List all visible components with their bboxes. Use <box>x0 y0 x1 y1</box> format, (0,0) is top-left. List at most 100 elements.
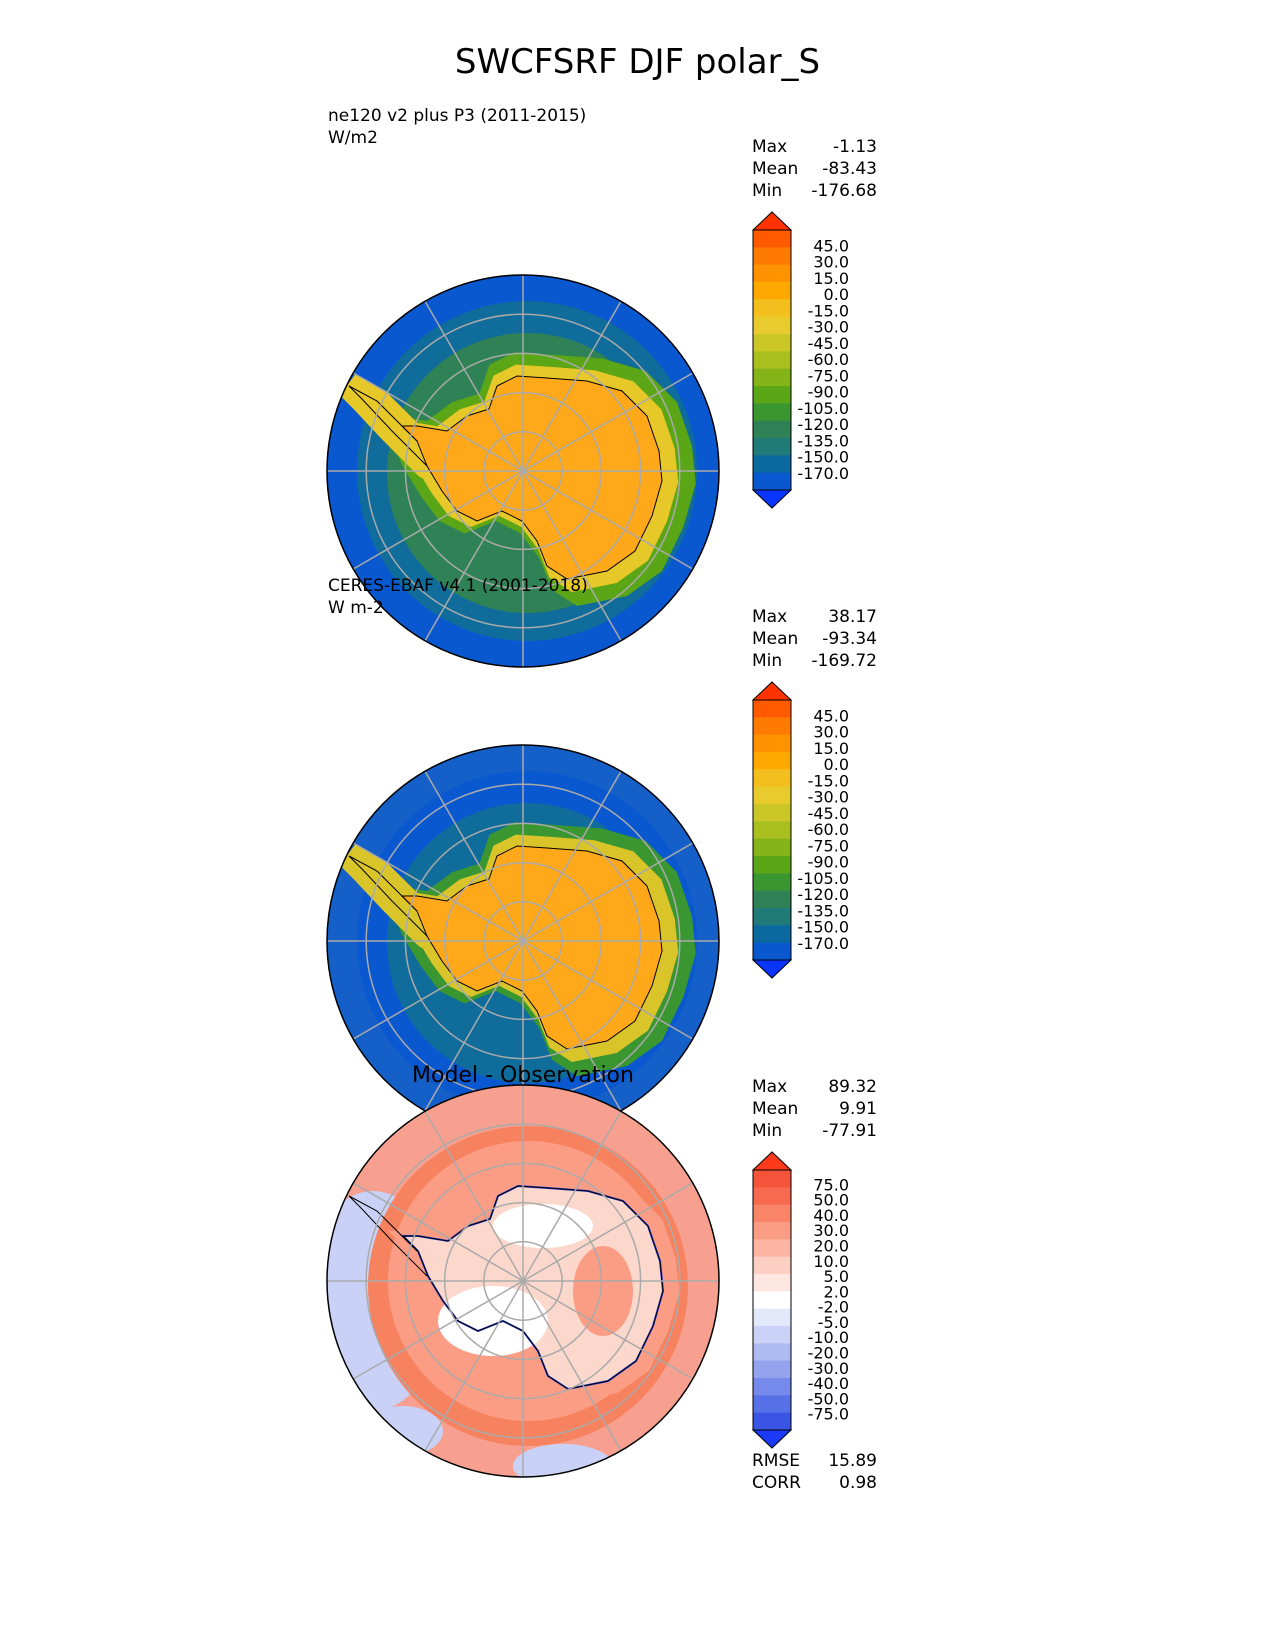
colorbar-tick-label: -120.0 <box>797 885 849 904</box>
colorbar-tick-label: -60.0 <box>808 350 849 369</box>
colorbar-extend-max <box>751 681 793 701</box>
colorbar-bin <box>753 438 791 456</box>
stats-block: Max 89.32 Mean 9.91 Min -77.91 <box>752 1076 877 1142</box>
colorbar-tick-label: 15.0 <box>813 269 849 288</box>
colorbar-bin <box>753 769 791 788</box>
stat-min: Min -77.91 <box>752 1120 877 1142</box>
colorbar-tick-label: -2.0 <box>818 1298 849 1317</box>
error-stats-block: RMSE 15.89 CORR 0.98 <box>752 1450 877 1494</box>
colorbar-tick-label: -150.0 <box>797 918 849 937</box>
colorbar-tick-label: 75.0 <box>813 1175 849 1194</box>
colorbar-tick-label: -5.0 <box>818 1313 849 1332</box>
colorbar-bin <box>753 908 791 926</box>
colorbar: 45.030.015.00.0-15.0-30.0-45.0-60.0-75.0… <box>751 211 849 509</box>
colorbar-tick-label: -15.0 <box>808 771 849 790</box>
figure-title: SWCFSRF DJF polar_S <box>454 42 821 82</box>
colorbar-bin <box>753 282 791 300</box>
colorbar-bin <box>753 821 791 840</box>
polar-map <box>326 1084 720 1478</box>
colorbar-tick-label: -10.0 <box>808 1328 849 1347</box>
colorbar-bin <box>753 1343 791 1362</box>
stat-value: 15.89 <box>828 1451 877 1471</box>
colorbar-tick-label: 30.0 <box>813 1221 849 1240</box>
colorbar-tick-label: -75.0 <box>808 836 849 855</box>
colorbar-bin <box>753 1274 791 1292</box>
colorbar-bin <box>753 299 791 318</box>
colorbar-tick-label: -15.0 <box>808 301 849 320</box>
map-field <box>327 1085 719 1477</box>
colorbar-bin <box>753 786 791 805</box>
stat-max: Max 89.32 <box>752 1076 877 1098</box>
colorbar-tick-label: -30.0 <box>808 1359 849 1378</box>
colorbar-tick-label: 40.0 <box>813 1206 849 1225</box>
colorbar-tick-label: -75.0 <box>808 366 849 385</box>
stat-value: -77.91 <box>822 1121 877 1141</box>
stat-value: 9.91 <box>839 1099 877 1119</box>
colorbar-bin <box>753 1360 791 1379</box>
colorbar-bin <box>753 1222 791 1240</box>
colorbar-bin <box>753 472 791 491</box>
stat-label: CORR <box>752 1473 801 1493</box>
colorbar-bin <box>753 368 791 387</box>
colorbar-tick-label: 0.0 <box>824 285 849 304</box>
colorbar-bin <box>753 700 791 718</box>
colorbar-tick-label: -45.0 <box>808 804 849 823</box>
colorbar-bin <box>753 804 791 822</box>
polar-map <box>326 274 720 668</box>
colorbar-bin <box>753 316 791 335</box>
colorbar-tick-label: -60.0 <box>808 820 849 839</box>
stat-label: Max <box>752 137 788 157</box>
stat-label: Min <box>752 1121 783 1141</box>
graticule <box>327 275 719 667</box>
colorbar-tick-label: -40.0 <box>808 1374 849 1393</box>
colorbar-tick-label: 30.0 <box>813 253 849 272</box>
colorbar-bin <box>753 1170 791 1188</box>
colorbar-bin <box>753 403 791 422</box>
colorbar-bin <box>753 856 791 874</box>
colorbar-tick-label: -50.0 <box>808 1389 849 1408</box>
panel-title: ne120 v2 plus P3 (2011-2015) <box>328 106 587 126</box>
stat-label: Min <box>752 181 783 201</box>
colorbar-tick-label: -170.0 <box>797 464 849 483</box>
colorbar-tick-label: -20.0 <box>808 1344 849 1363</box>
colorbar-tick-label: 45.0 <box>813 236 849 255</box>
stat-value: -83.43 <box>822 159 877 179</box>
colorbar-tick-label: -30.0 <box>808 318 849 337</box>
graticule <box>327 1085 719 1477</box>
colorbar-bin <box>753 1308 791 1327</box>
colorbar-bin <box>753 1204 791 1223</box>
colorbar-bin <box>753 1378 791 1396</box>
colorbar-bin <box>753 386 791 404</box>
colorbar-tick-label: -75.0 <box>808 1405 849 1424</box>
colorbar-bin <box>753 873 791 892</box>
stat-max: Max -1.13 <box>752 136 877 158</box>
panel-units: W/m2 <box>328 128 378 148</box>
colorbar-tick-label: 50.0 <box>813 1191 849 1210</box>
colorbar: 75.050.040.030.020.010.05.02.0-2.0-5.0-1… <box>751 1151 849 1449</box>
colorbar-extend-max <box>751 1151 793 1171</box>
colorbar-bin <box>753 1256 791 1275</box>
colorbar-bin <box>753 247 791 266</box>
stat-mean: Mean -83.43 <box>752 158 877 180</box>
colorbar-bin <box>753 1412 791 1431</box>
stat-mean: Mean -93.34 <box>752 628 877 650</box>
colorbar-extend-min <box>751 959 793 979</box>
stat-min: Min -169.72 <box>752 650 877 672</box>
colorbar-bin <box>753 925 791 944</box>
colorbar-tick-label: -45.0 <box>808 334 849 353</box>
colorbar-bin <box>753 1239 791 1258</box>
stat-rmse: RMSE 15.89 <box>752 1450 877 1472</box>
colorbar-bin <box>753 890 791 909</box>
stat-value: -93.34 <box>822 629 877 649</box>
colorbar-bin <box>753 752 791 770</box>
colorbar-bin <box>753 1395 791 1414</box>
colorbar-tick-label: 30.0 <box>813 723 849 742</box>
stat-min: Min -176.68 <box>752 180 877 202</box>
panel-units: W m-2 <box>328 598 384 618</box>
stats-block: Max -1.13 Mean -83.43 Min -176.68 <box>752 136 877 202</box>
stat-label: Mean <box>752 1099 799 1119</box>
polar-map <box>326 744 720 1138</box>
colorbar-bin <box>753 717 791 736</box>
panel-title: CERES-EBAF v4.1 (2001-2018) <box>328 576 588 596</box>
stat-label: Min <box>752 651 783 671</box>
